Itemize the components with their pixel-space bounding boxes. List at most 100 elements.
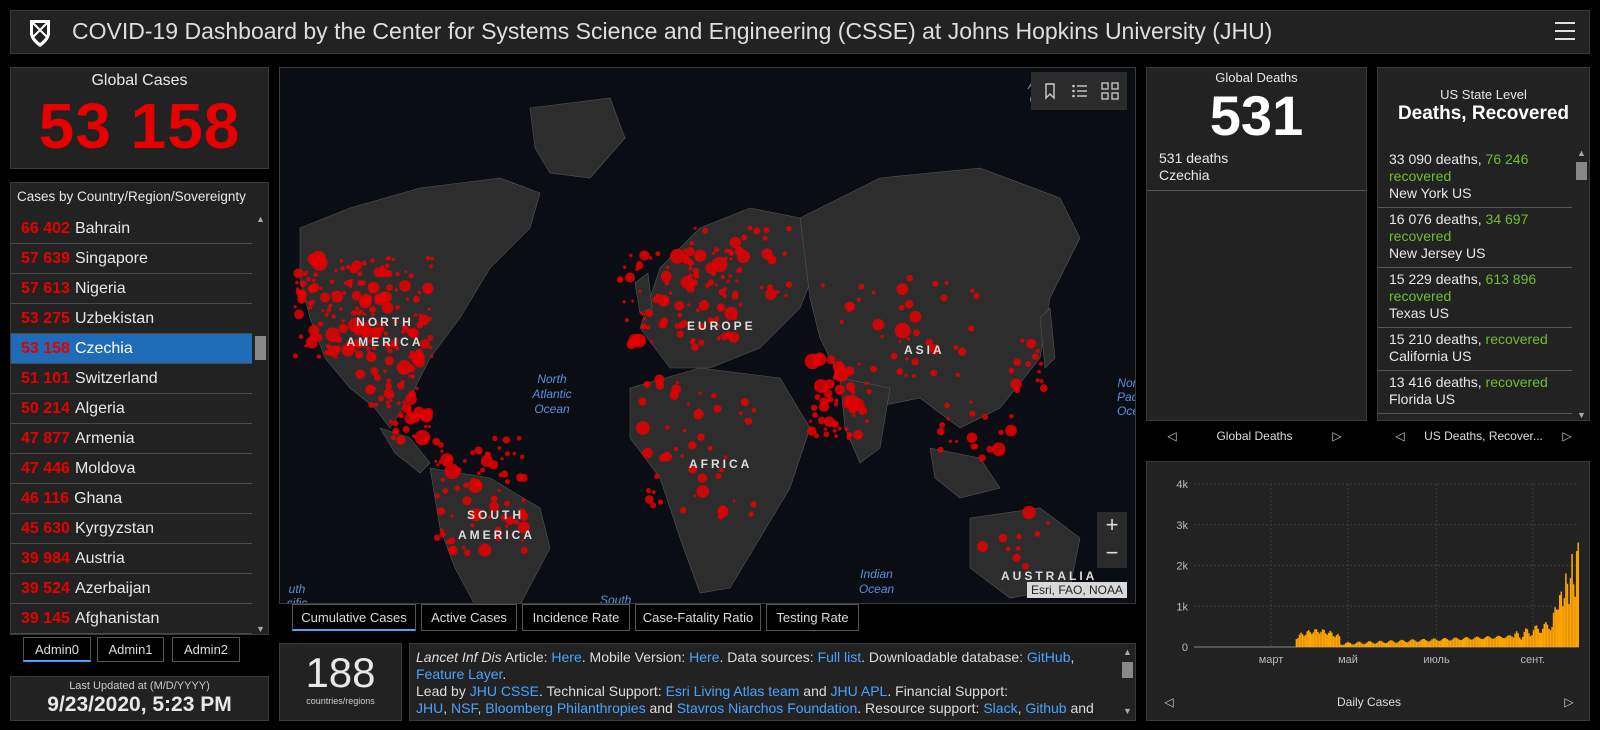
case-bubble[interactable]	[476, 481, 483, 488]
daily-case-bar[interactable]	[1575, 551, 1578, 647]
case-bubble[interactable]	[623, 265, 627, 269]
daily-case-bar[interactable]	[1334, 637, 1336, 647]
daily-case-bar[interactable]	[1414, 640, 1416, 647]
case-bubble[interactable]	[719, 467, 724, 473]
country-row[interactable]: 66 402 Bahrain	[11, 214, 252, 244]
us-state-row[interactable]: 16 076 deaths, 34 697 recovered New Jerse…	[1378, 208, 1572, 268]
case-bubble[interactable]	[636, 421, 650, 435]
daily-case-bar[interactable]	[1354, 644, 1356, 647]
daily-case-bar[interactable]	[1392, 641, 1395, 647]
case-bubble[interactable]	[384, 263, 390, 268]
case-bubble[interactable]	[678, 322, 683, 327]
daily-case-bar[interactable]	[1480, 638, 1482, 647]
tab-testing-rate[interactable]: Testing Rate	[766, 604, 859, 631]
case-bubble[interactable]	[417, 290, 422, 295]
daily-case-bar[interactable]	[1364, 643, 1367, 647]
case-bubble[interactable]	[353, 326, 357, 330]
case-bubble[interactable]	[1014, 387, 1021, 394]
case-bubble[interactable]	[729, 257, 733, 261]
scroll-down-icon[interactable]: ▼	[1123, 706, 1132, 716]
case-bubble[interactable]	[292, 353, 299, 359]
case-bubble[interactable]	[439, 531, 446, 538]
case-bubble[interactable]	[438, 460, 442, 464]
case-bubble[interactable]	[445, 455, 450, 460]
case-bubble[interactable]	[413, 313, 418, 317]
case-bubble[interactable]	[703, 300, 707, 304]
daily-case-bar[interactable]	[1497, 635, 1499, 647]
case-bubble[interactable]	[728, 250, 734, 256]
tab-case-fatality-ratio[interactable]: Case-Fatality Ratio	[635, 604, 761, 631]
case-bubble[interactable]	[361, 329, 371, 339]
case-bubble[interactable]	[626, 339, 637, 350]
case-bubble[interactable]	[852, 413, 856, 417]
case-bubble[interactable]	[659, 454, 667, 462]
daily-case-bar[interactable]	[1454, 637, 1456, 647]
country-row[interactable]: 39 984 Austria	[11, 544, 252, 574]
case-bubble[interactable]	[904, 299, 914, 309]
daily-case-bar[interactable]	[1303, 636, 1305, 647]
case-bubble[interactable]	[516, 435, 522, 441]
case-bubble[interactable]	[392, 420, 399, 427]
daily-case-bar[interactable]	[1326, 634, 1328, 647]
case-bubble[interactable]	[676, 330, 684, 338]
case-bubble[interactable]	[367, 350, 371, 354]
case-bubble[interactable]	[685, 247, 695, 257]
case-bubble[interactable]	[930, 369, 938, 377]
case-bubble[interactable]	[946, 417, 950, 421]
country-row[interactable]: 47 446 Moldova	[11, 454, 252, 484]
case-bubble[interactable]	[427, 334, 434, 341]
case-bubble[interactable]	[735, 268, 740, 273]
case-bubble[interactable]	[338, 323, 348, 334]
daily-case-bar[interactable]	[1515, 631, 1518, 647]
case-bubble[interactable]	[814, 394, 821, 400]
case-bubble[interactable]	[349, 283, 353, 287]
case-bubble[interactable]	[616, 276, 624, 283]
stavros-link[interactable]: Stavros Niarchos Foundation	[676, 700, 858, 716]
case-bubble[interactable]	[865, 419, 869, 424]
daily-case-bar[interactable]	[1531, 635, 1533, 647]
case-bubble[interactable]	[434, 493, 440, 499]
case-bubble[interactable]	[697, 324, 702, 330]
basemap-gallery-icon[interactable]	[1101, 82, 1119, 100]
case-bubble[interactable]	[732, 499, 736, 503]
case-bubble[interactable]	[1012, 553, 1021, 562]
daily-case-bar[interactable]	[1503, 638, 1506, 647]
world-map[interactable]: NORTH AMERICA EUROPE ASIA AFRICA SOUTH A…	[279, 67, 1136, 604]
case-bubble[interactable]	[371, 354, 376, 358]
case-bubble[interactable]	[813, 433, 820, 439]
case-bubble[interactable]	[688, 441, 697, 450]
case-bubble[interactable]	[381, 295, 386, 300]
daily-case-bar[interactable]	[1492, 638, 1495, 647]
case-bubble[interactable]	[397, 412, 404, 419]
daily-case-bar[interactable]	[1380, 640, 1382, 647]
case-bubble[interactable]	[819, 356, 823, 360]
case-bubble[interactable]	[966, 432, 978, 444]
daily-case-bar[interactable]	[1411, 639, 1413, 647]
country-list-scrollbar[interactable]: ▲ ▼	[253, 214, 267, 634]
daily-case-bar[interactable]	[1562, 606, 1564, 647]
daily-case-bar[interactable]	[1369, 641, 1372, 647]
daily-case-bar[interactable]	[1320, 631, 1322, 647]
daily-case-bar[interactable]	[1475, 636, 1478, 647]
case-bubble[interactable]	[682, 428, 687, 433]
daily-case-bar[interactable]	[1408, 641, 1410, 647]
case-bubble[interactable]	[954, 439, 959, 444]
daily-case-bar[interactable]	[1554, 607, 1556, 647]
case-bubble[interactable]	[764, 249, 768, 253]
case-bubble[interactable]	[698, 339, 705, 346]
daily-case-bar[interactable]	[1451, 639, 1453, 647]
case-bubble[interactable]	[368, 402, 375, 409]
daily-case-bar[interactable]	[1314, 629, 1316, 647]
case-bubble[interactable]	[925, 338, 933, 347]
daily-case-bar[interactable]	[1560, 591, 1563, 647]
daily-case-bar[interactable]	[1481, 639, 1484, 647]
case-bubble[interactable]	[329, 279, 335, 284]
case-bubble[interactable]	[809, 427, 813, 431]
case-bubble[interactable]	[440, 449, 444, 453]
case-bubble[interactable]	[357, 280, 363, 286]
us-state-row[interactable]: 15 229 deaths, 613 896 recovered Texas US	[1378, 268, 1572, 328]
case-bubble[interactable]	[785, 281, 793, 288]
case-bubble[interactable]	[834, 398, 839, 403]
daily-case-bar[interactable]	[1500, 637, 1502, 647]
daily-case-bar[interactable]	[1528, 633, 1530, 647]
